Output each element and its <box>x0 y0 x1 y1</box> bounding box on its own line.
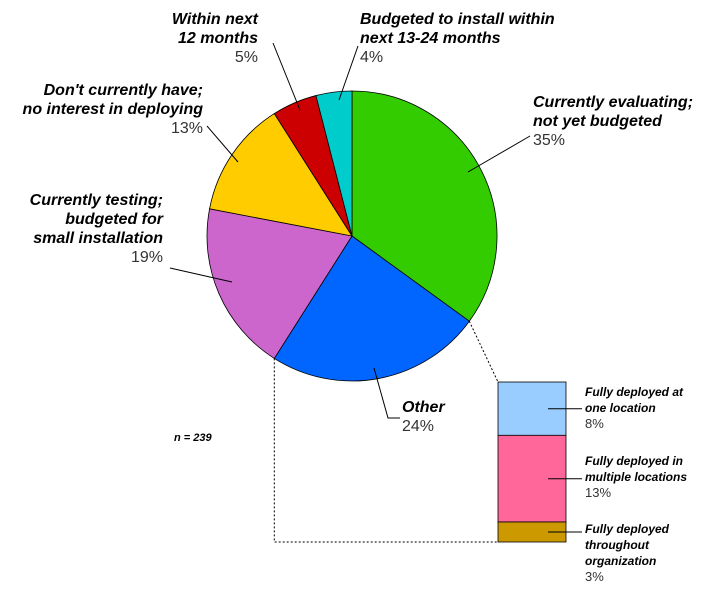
slice-pct-other: 24% <box>402 418 434 435</box>
leader-line-within-12 <box>272 42 301 111</box>
sample-size-label: n = 239 <box>174 432 212 444</box>
leader-lines <box>169 42 582 533</box>
pie-slice-budgeted-13-24 <box>315 90 353 237</box>
slice-label-no-interest: Don't currently have; no interest in depl… <box>23 82 204 118</box>
slice-label-testing: Currently testing; budgeted for small inst… <box>30 192 164 247</box>
slice-label-other: Other <box>402 399 445 416</box>
slice-label-within-12: Within next 12 months <box>172 11 259 47</box>
slice-label-budgeted-13-24: Budgeted to install within next 13-24 mon… <box>360 11 555 47</box>
slice-label-evaluating: Currently evaluating; not yet budgeted <box>533 94 693 130</box>
leader-line-other <box>373 367 400 419</box>
breakdown-label-multiple-locations: Fully deployed in multiple locations <box>585 454 687 484</box>
pie-slice-testing <box>206 208 353 359</box>
slice-pct-testing: 19% <box>131 249 163 266</box>
slice-labels: Currently evaluating; not yet budgeted 35%… <box>23 11 693 584</box>
pie-slice-other <box>273 235 470 382</box>
breakdown-label-one-location: Fully deployed at one location <box>585 385 684 415</box>
connector-lines <box>273 320 499 543</box>
breakdown-pct-one-location: 8% <box>585 416 604 431</box>
connector-bottom <box>273 358 498 543</box>
leader-line-testing <box>169 267 233 283</box>
connector-top <box>468 320 499 383</box>
slice-pct-budgeted-13-24: 4% <box>360 49 383 66</box>
slice-pct-within-12: 5% <box>235 49 258 66</box>
slice-pct-evaluating: 35% <box>533 132 565 149</box>
leader-line-evaluating <box>467 135 531 173</box>
breakdown-pct-throughout-org: 3% <box>585 569 604 584</box>
pie-slices <box>206 90 498 382</box>
pie-slice-evaluating <box>351 90 498 322</box>
leader-line-budgeted-13-24 <box>338 45 359 101</box>
breakdown-pct-multiple-locations: 13% <box>585 485 611 500</box>
slice-pct-no-interest: 13% <box>171 120 203 137</box>
breakdown-bar <box>497 381 567 543</box>
leader-line-no-interest <box>206 125 239 163</box>
breakdown-label-throughout-org: Fully deployed throughout organization <box>585 522 670 568</box>
